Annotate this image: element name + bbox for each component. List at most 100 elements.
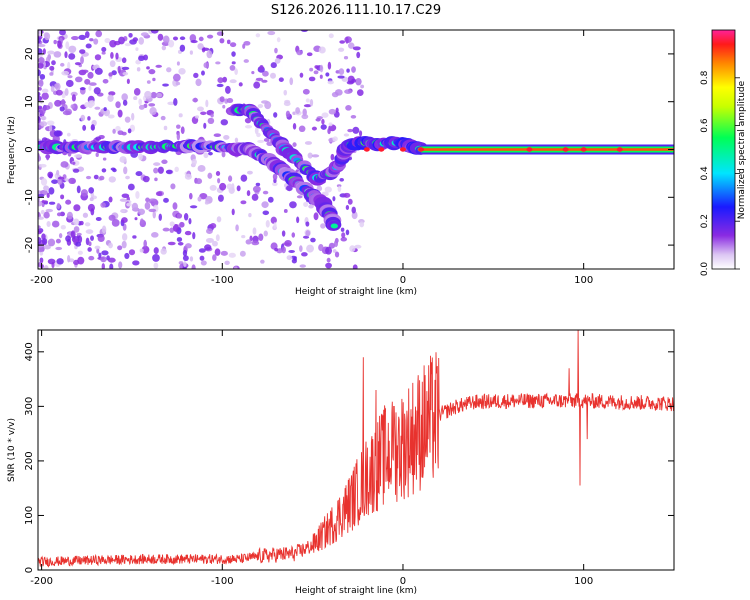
noise-speckle: [115, 101, 120, 108]
colorbar: 0.00.20.40.60.8 Normalized spectral ampl…: [700, 30, 747, 276]
noise-speckle: [320, 65, 324, 73]
noise-speckle: [318, 244, 323, 251]
snr-x-tick-label: 100: [574, 576, 593, 587]
noise-speckle: [154, 178, 158, 182]
noise-speckle: [122, 241, 127, 248]
noise-speckle: [140, 218, 144, 224]
noise-speckle: [203, 152, 208, 158]
noise-speckle: [337, 75, 344, 78]
noise-speckle: [158, 167, 164, 174]
noise-speckle: [67, 133, 71, 137]
noise-speckle: [117, 130, 123, 135]
noise-speckle: [125, 176, 130, 180]
noise-speckle: [181, 126, 185, 134]
noise-speckle: [92, 65, 97, 70]
noise-speckle: [49, 72, 53, 76]
noise-speckle: [84, 102, 89, 108]
noise-speckle: [109, 176, 116, 182]
noise-speckle: [173, 74, 181, 82]
noise-speckle: [38, 63, 44, 69]
noise-speckle: [98, 235, 105, 242]
colorbar-tick-label: 0.6: [700, 118, 710, 133]
noise-speckle: [295, 107, 300, 114]
steady-band-peak: [418, 147, 424, 151]
noise-speckle: [185, 243, 192, 248]
noise-speckle: [86, 44, 92, 49]
noise-speckle: [59, 233, 62, 238]
noise-speckle: [108, 114, 115, 118]
noise-speckle: [174, 167, 178, 172]
noise-speckle: [125, 43, 131, 46]
noise-speckle: [161, 160, 167, 164]
noise-speckle: [338, 48, 344, 52]
noise-speckle: [192, 159, 197, 165]
noise-speckle: [100, 256, 107, 262]
noise-speckle: [217, 178, 220, 183]
noise-speckle: [53, 51, 61, 58]
noise-speckle: [120, 198, 127, 201]
noise-speckle: [201, 71, 205, 76]
noise-speckle: [256, 33, 261, 37]
noise-speckle: [38, 79, 43, 86]
noise-speckle: [96, 152, 99, 157]
noise-speckle: [88, 256, 94, 260]
noise-speckle: [359, 130, 362, 136]
noise-speckle: [346, 68, 350, 72]
colorbar-tick-label: 0.2: [700, 214, 710, 228]
noise-speckle: [183, 261, 186, 267]
noise-speckle: [200, 256, 205, 261]
noise-speckle: [195, 178, 202, 184]
noise-speckle: [360, 85, 364, 89]
noise-speckle: [253, 186, 261, 193]
noise-speckle: [177, 213, 182, 218]
noise-speckle: [94, 107, 100, 110]
steady-band-peak: [526, 147, 532, 151]
noise-speckle: [203, 123, 206, 129]
spectrogram-x-tick-label: 0: [400, 275, 406, 286]
noise-speckle: [230, 79, 237, 83]
spectrogram-y-label: Frequency (Hz): [7, 116, 17, 184]
snr-y-tick-label: 200: [24, 451, 35, 470]
snr-x-tick-label: -200: [30, 576, 53, 587]
noise-speckle: [325, 247, 332, 255]
noise-speckle: [68, 178, 76, 184]
noise-speckle: [73, 169, 79, 173]
noise-speckle: [341, 228, 345, 232]
noise-speckle: [107, 95, 113, 102]
noise-speckle: [78, 35, 85, 40]
noise-speckle: [334, 240, 338, 247]
noise-speckle: [176, 125, 181, 129]
spectrogram-y-tick-label: -10: [24, 189, 35, 205]
noise-speckle: [180, 36, 185, 40]
noise-speckle: [331, 154, 335, 161]
noise-speckle: [61, 99, 65, 107]
noise-speckle: [188, 218, 191, 224]
noise-speckle: [349, 245, 355, 252]
noise-speckle: [256, 183, 261, 186]
noise-speckle: [189, 193, 193, 200]
noise-speckle: [305, 221, 309, 226]
noise-speckle: [112, 168, 117, 172]
noise-speckle: [314, 65, 318, 69]
noise-speckle: [315, 118, 320, 121]
noise-speckle: [52, 221, 60, 228]
noise-speckle: [79, 49, 85, 54]
noise-speckle: [132, 235, 136, 238]
noise-speckle: [170, 183, 175, 189]
noise-speckle: [46, 154, 49, 160]
noise-speckle: [218, 195, 224, 202]
noise-speckle: [192, 264, 196, 271]
noise-speckle: [47, 172, 53, 178]
noise-speckle: [65, 88, 69, 96]
noise-speckle: [292, 232, 296, 237]
noise-speckle: [268, 197, 274, 203]
noise-speckle: [201, 260, 207, 265]
noise-speckle: [329, 122, 333, 126]
noise-speckle: [177, 133, 180, 141]
noise-speckle: [66, 80, 74, 87]
noise-speckle: [164, 126, 168, 130]
noise-speckle: [341, 232, 345, 238]
snr-plot: [38, 330, 674, 567]
noise-speckle: [173, 202, 178, 210]
noise-speckle: [264, 231, 268, 237]
